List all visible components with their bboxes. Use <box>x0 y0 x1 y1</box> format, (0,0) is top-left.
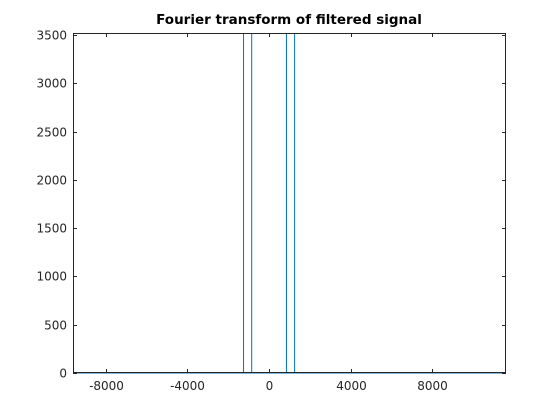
x-tick-label: -8000 <box>89 379 124 393</box>
plot-area <box>73 33 506 373</box>
y-tick-label: 0 <box>59 367 67 381</box>
chart-title: Fourier transform of filtered signal <box>156 12 422 28</box>
axes-layer <box>73 33 506 373</box>
y-tick-label: 1000 <box>36 270 67 284</box>
axes-box <box>73 33 506 373</box>
y-tick-label: 1500 <box>36 222 67 236</box>
y-tick-label: 2000 <box>36 174 67 188</box>
y-tick-label: 3500 <box>36 29 67 43</box>
x-tick-label: -4000 <box>170 379 205 393</box>
x-axis: -8000 -4000 0 4000 8000 <box>89 33 448 393</box>
y-axis: 0 500 1000 1500 2000 2500 3000 3500 <box>36 29 506 381</box>
y-tick-label: 3000 <box>36 77 67 91</box>
x-tick-label: 4000 <box>336 379 367 393</box>
y-tick-label: 500 <box>44 319 67 333</box>
x-tick-label: 8000 <box>417 379 448 393</box>
y-tick-label: 2500 <box>36 126 67 140</box>
x-tick-label: 0 <box>266 379 274 393</box>
